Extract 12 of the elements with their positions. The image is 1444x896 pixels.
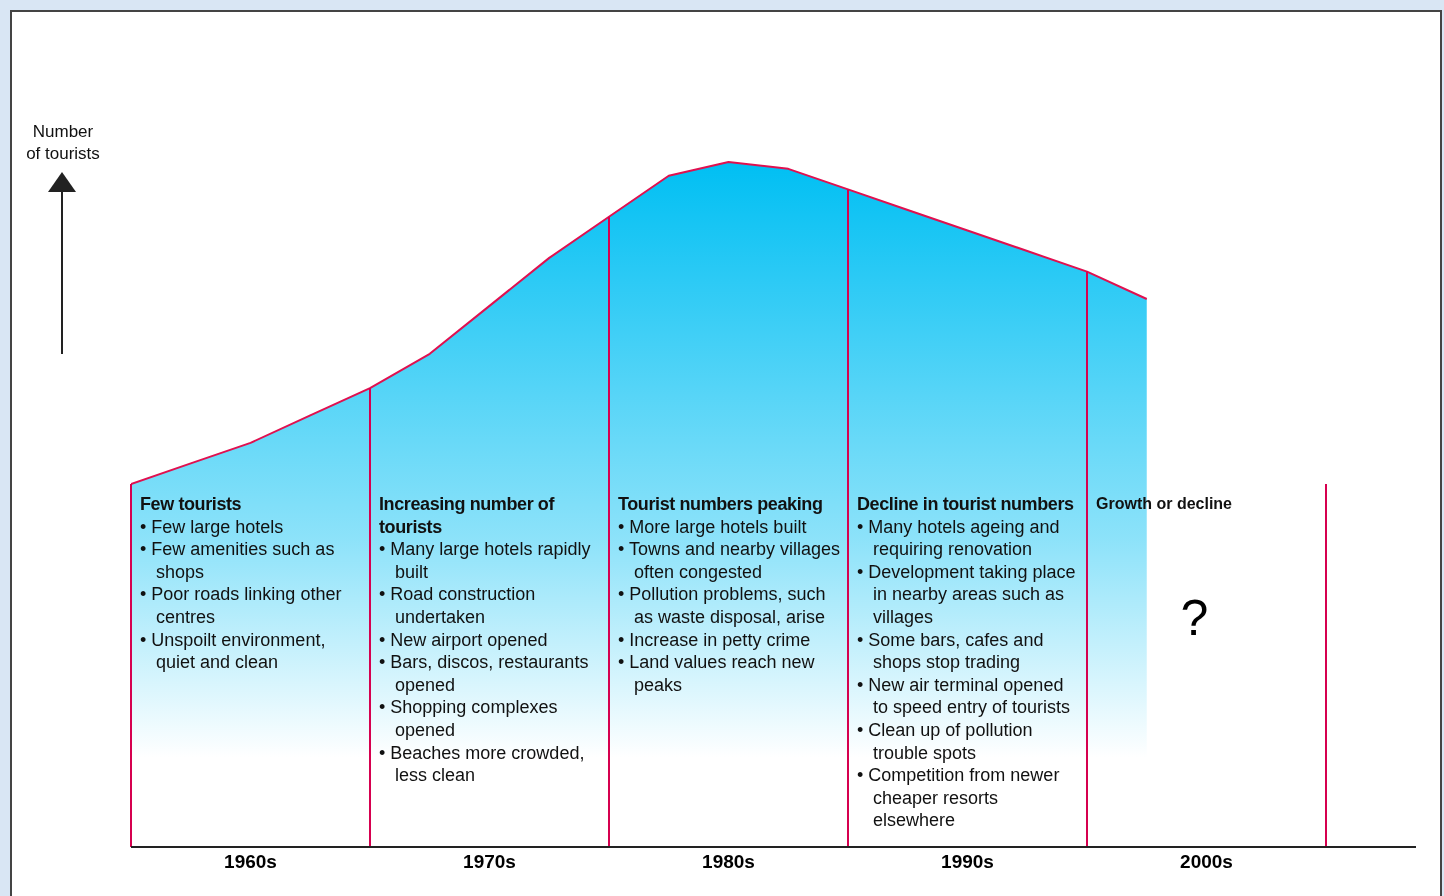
x-tick-label: 2000s (1180, 851, 1233, 873)
annotation: Few tourists • Few large hotels • Few amenities such as shops • Poor roads linking other centres • Unspoilt environment, quiet and clean (140, 493, 343, 674)
y-axis-title: Number of tourists (25, 121, 101, 165)
x-tick-label: 1980s (702, 851, 755, 873)
text: Increasing number of tourists • Many large hotels rapidly built • Road construction undertaken • New airport opened • Bars, discos, restaurants opened • Shopping complexes opened • Beaches more crowded, less clean (379, 494, 591, 786)
text: Decline in tourist numbers • Many hotels ageing and requiring renovation • Development taking place in nearby areas such as villages • Some bars, cafes and shops stop trading • New air terminal opened to speed entry of tourists • Clean up of pollution trouble spots • Competition from newer cheaper resorts elsewhere (857, 494, 1076, 831)
x-tick-label: 1970s (463, 851, 516, 873)
annotation: ? (1179, 589, 1210, 648)
annotation: Growth or decline (1096, 494, 1233, 514)
text: Tourist numbers peaking • More large hotels built • Towns and nearby villages often congested • Pollution problems, such as waste disposal, arise • Increase in petty crime • Land values reach new peaks (618, 494, 841, 695)
x-tick-label: 1960s (224, 851, 277, 873)
x-tick-label: 1990s (941, 851, 994, 873)
